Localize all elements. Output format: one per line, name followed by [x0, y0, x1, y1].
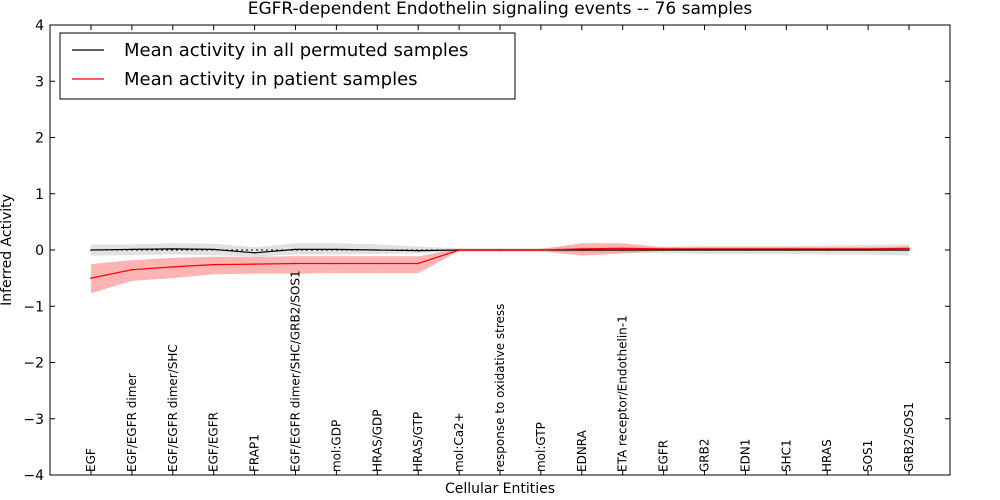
y-tick-label: 4	[35, 18, 44, 34]
data-point	[703, 249, 706, 251]
data-point	[908, 249, 910, 251]
data-point	[908, 247, 910, 250]
data-point	[253, 252, 256, 254]
data-point	[172, 266, 174, 268]
x-tick-label: mol:GDP	[329, 420, 343, 472]
x-tick-label: EGF/EGFR	[207, 412, 221, 472]
data-point	[581, 248, 583, 250]
x-tick-label: response to oxidative stress	[493, 304, 507, 472]
x-tick-label: mol:Ca2+	[452, 412, 466, 472]
data-point	[212, 248, 215, 251]
data-point	[131, 268, 133, 271]
data-point	[785, 248, 788, 250]
legend-label-permuted: Mean activity in all permuted samples	[124, 40, 468, 61]
x-tick-label: mol:GTP	[534, 422, 548, 472]
data-point	[90, 249, 92, 251]
x-tick-label: FRAP1	[248, 434, 262, 472]
data-point	[744, 249, 747, 251]
data-point	[253, 263, 256, 265]
x-tick-label: EGFR	[657, 440, 671, 472]
x-tick-label: EDNRA	[575, 429, 589, 472]
legend: Mean activity in all permuted samples Me…	[59, 32, 516, 100]
data-point	[499, 249, 501, 251]
data-point	[376, 262, 379, 265]
data-point	[417, 262, 420, 265]
data-point	[458, 249, 460, 251]
x-tick-label: SHC1	[779, 439, 793, 472]
data-point	[744, 248, 747, 250]
data-point	[785, 249, 788, 251]
y-tick-label: −1	[23, 299, 44, 315]
data-point	[540, 249, 542, 251]
x-tick-label: EGF/EGFR dimer/SHC	[166, 344, 180, 472]
data-point	[621, 249, 624, 251]
plot-frame	[49, 24, 951, 476]
data-point	[826, 248, 828, 250]
plot-area	[90, 243, 910, 294]
data-point	[294, 262, 297, 265]
data-point	[867, 248, 869, 250]
x-tick-label: GRB2	[698, 438, 712, 472]
y-tick-label: −2	[23, 356, 44, 372]
y-tick-label: −3	[23, 412, 44, 428]
data-point	[90, 277, 92, 279]
x-tick-label: SOS1	[861, 440, 875, 472]
y-tick-label: 3	[35, 74, 44, 90]
data-point	[826, 249, 828, 251]
x-tick-label: EGF	[84, 448, 98, 472]
x-tick-label: EGF/EGFR dimer	[125, 373, 139, 472]
data-point	[417, 249, 420, 252]
data-point	[867, 249, 869, 251]
x-tick-label: ETA receptor/Endothelin-1	[616, 315, 630, 472]
data-point	[621, 247, 624, 250]
y-tick-label: 0	[35, 243, 44, 259]
chart-title: EGFR-dependent Endothelin signaling even…	[248, 0, 753, 19]
x-axis-label: Cellular Entities	[445, 481, 555, 497]
data-point	[172, 248, 174, 250]
data-point	[376, 249, 379, 251]
data-point	[581, 249, 583, 251]
axes: −4 −3 −2 −1 0 1 2 3 4 EGF EGF/EGFR dimer EGF/EGFR d…	[23, 18, 950, 484]
x-tick-label: HRAS/GDP	[370, 409, 384, 472]
data-point	[662, 248, 665, 250]
y-tick-label: 2	[35, 131, 44, 147]
x-tick-label: EGF/EGFR dimer/SHC/GRB2/SOS1	[289, 270, 303, 472]
data-point	[294, 248, 297, 251]
data-point	[662, 249, 665, 251]
data-point	[335, 262, 338, 265]
legend-label-patient: Mean activity in patient samples	[124, 69, 418, 90]
x-tick-label: HRAS	[820, 439, 834, 472]
x-tick-label: EDN1	[738, 439, 752, 472]
x-tick-label: GRB2/SOS1	[902, 402, 916, 472]
y-tick-label: 1	[35, 187, 44, 203]
y-tick-label: −4	[23, 468, 44, 484]
data-point	[335, 248, 338, 251]
data-point	[131, 248, 133, 251]
legend-box	[59, 32, 516, 100]
data-point	[212, 263, 215, 266]
x-tick-label: HRAS/GTP	[411, 412, 425, 472]
y-axis-label: Inferred Activity	[0, 194, 15, 306]
data-point	[703, 248, 706, 250]
